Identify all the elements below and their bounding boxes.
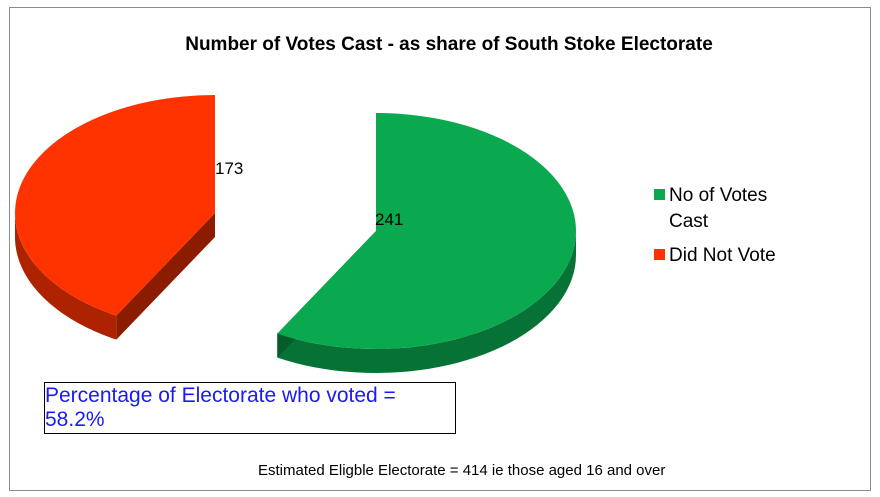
pie-slice-1 <box>14 95 216 340</box>
legend-label-votes-cast: No of Votes Cast <box>669 185 768 232</box>
pie-slice-0 <box>277 113 576 373</box>
legend-item-did-not-vote: Did Not Vote <box>654 243 809 269</box>
turnout-annotation-box: Percentage of Electorate who voted = 58.… <box>44 382 456 434</box>
legend: No of Votes Cast Did Not Vote <box>654 183 809 277</box>
chart-title: Number of Votes Cast - as share of South… <box>185 34 713 55</box>
data-label-1: 173 <box>215 159 243 178</box>
legend-swatch-did-not-vote <box>654 249 665 260</box>
data-label-0: 241 <box>375 210 403 229</box>
legend-swatch-votes-cast <box>654 189 665 200</box>
turnout-annotation: Percentage of Electorate who voted = 58.… <box>45 384 396 431</box>
legend-label-did-not-vote: Did Not Vote <box>669 245 776 266</box>
footnote: Estimated Eligble Electorate = 414 ie th… <box>258 462 666 479</box>
legend-item-votes-cast: No of Votes Cast <box>654 183 809 235</box>
